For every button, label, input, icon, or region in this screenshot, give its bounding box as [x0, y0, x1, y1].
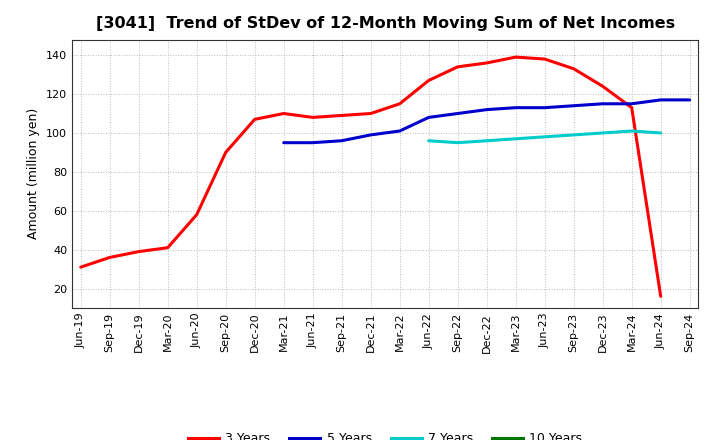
7 Years — [511, 136, 520, 141]
5 Years — [598, 101, 607, 106]
Legend: 3 Years, 5 Years, 7 Years, 10 Years: 3 Years, 5 Years, 7 Years, 10 Years — [183, 427, 588, 440]
Line: 7 Years: 7 Years — [428, 131, 661, 143]
7 Years — [424, 138, 433, 143]
3 Years — [76, 264, 85, 270]
5 Years — [338, 138, 346, 143]
7 Years — [657, 130, 665, 136]
7 Years — [598, 130, 607, 136]
3 Years — [424, 78, 433, 83]
5 Years — [308, 140, 317, 145]
Y-axis label: Amount (million yen): Amount (million yen) — [27, 108, 40, 239]
5 Years — [279, 140, 288, 145]
5 Years — [657, 97, 665, 103]
5 Years — [570, 103, 578, 108]
3 Years — [570, 66, 578, 71]
5 Years — [685, 97, 694, 103]
3 Years — [598, 84, 607, 89]
7 Years — [627, 128, 636, 134]
3 Years — [221, 150, 230, 155]
Title: [3041]  Trend of StDev of 12-Month Moving Sum of Net Incomes: [3041] Trend of StDev of 12-Month Moving… — [96, 16, 675, 32]
5 Years — [627, 101, 636, 106]
5 Years — [366, 132, 375, 138]
7 Years — [482, 138, 491, 143]
3 Years — [135, 249, 143, 254]
3 Years — [192, 212, 201, 217]
Line: 5 Years: 5 Years — [284, 100, 690, 143]
3 Years — [163, 245, 172, 250]
3 Years — [338, 113, 346, 118]
3 Years — [657, 293, 665, 299]
Line: 3 Years: 3 Years — [81, 57, 661, 296]
3 Years — [308, 115, 317, 120]
5 Years — [511, 105, 520, 110]
7 Years — [570, 132, 578, 138]
5 Years — [424, 115, 433, 120]
3 Years — [454, 64, 462, 70]
5 Years — [541, 105, 549, 110]
3 Years — [482, 60, 491, 66]
5 Years — [482, 107, 491, 112]
3 Years — [541, 56, 549, 62]
5 Years — [454, 111, 462, 116]
3 Years — [251, 117, 259, 122]
3 Years — [105, 255, 114, 260]
7 Years — [541, 134, 549, 139]
3 Years — [395, 101, 404, 106]
3 Years — [366, 111, 375, 116]
3 Years — [511, 55, 520, 60]
5 Years — [395, 128, 404, 134]
7 Years — [454, 140, 462, 145]
3 Years — [627, 105, 636, 110]
3 Years — [279, 111, 288, 116]
